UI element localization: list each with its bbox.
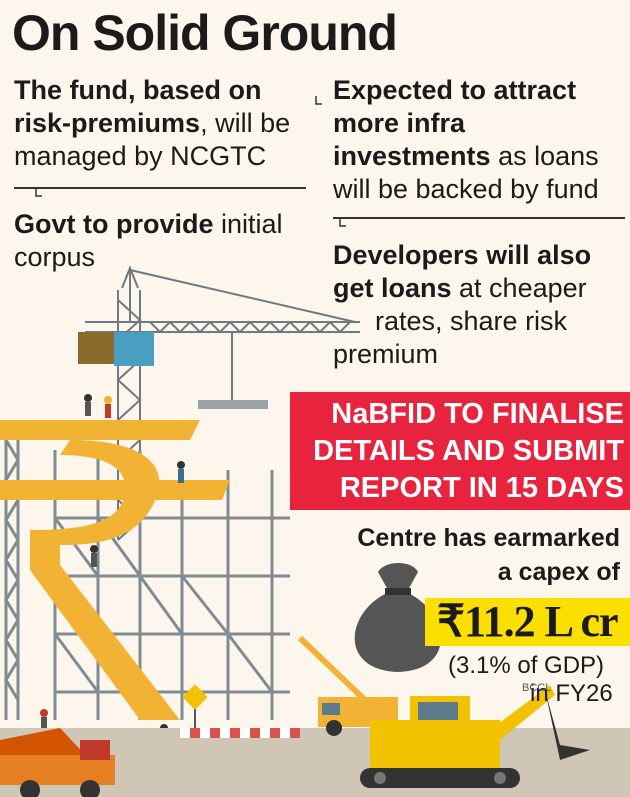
investment-note: Expected to attract more infra investmen… [333, 74, 599, 206]
capex-amount-box: ₹11.2 L cr [425, 598, 630, 646]
capex-line2: a capex of [497, 558, 620, 586]
capex-gdp: (3.1% of GDP) [448, 652, 605, 679]
watermark: BCCL [522, 682, 552, 694]
developer-note: Developers will also get loans at cheape… [333, 239, 591, 371]
corpus-note-rest: initial [213, 209, 283, 239]
warning-sign-icon [182, 684, 208, 728]
capex-amount: ₹11.2 L cr [437, 597, 619, 646]
excavator-icon [360, 685, 590, 788]
developer-note-line4: premium [333, 339, 439, 369]
left-divider [14, 187, 306, 189]
banner-line3: REPORT IN 15 DAYS [339, 472, 624, 504]
banner-line2: DETAILS AND SUBMIT [313, 435, 624, 467]
fund-note: The fund, based on risk-premiums, will b… [14, 74, 290, 173]
page-title: On Solid Ground [12, 5, 398, 61]
capex-line1: Centre has earmarked [357, 524, 620, 552]
investment-note-line4: will be backed by fund [333, 174, 599, 204]
investment-note-line3-rest: as loans [490, 141, 599, 171]
fund-note-line2-bold: risk-premiums [14, 108, 201, 138]
fund-note-line3: managed by NCGTC [14, 141, 267, 171]
investment-note-line3-bold: investments [333, 141, 491, 171]
developer-note-line1: Developers will also [333, 240, 592, 270]
developer-note-line3: rates, share risk [375, 306, 568, 336]
developer-note-line2-bold: get loans [333, 273, 452, 303]
money-bag-icon [354, 563, 441, 672]
dump-truck-icon [0, 728, 115, 797]
fund-note-line1: The fund, based on [14, 75, 262, 105]
investment-note-line1: Expected to attract [333, 75, 577, 105]
corpus-note-bold: Govt to provide [14, 209, 214, 239]
corpus-note-line2: corpus [14, 242, 96, 272]
report-banner: NaBFID TO FINALISE DETAILS AND SUBMIT RE… [290, 392, 630, 510]
fund-note-line2-rest: , will be [200, 108, 291, 138]
investment-note-line2: more infra [333, 108, 466, 138]
capex-year: in FY26 [530, 680, 613, 707]
right-divider [333, 217, 625, 219]
rupee-icon [0, 420, 230, 720]
banner-line1: NaBFID TO FINALISE [331, 398, 624, 430]
developer-note-line2-rest: at cheaper [451, 273, 587, 303]
corpus-note: Govt to provide initial corpus [14, 208, 283, 274]
